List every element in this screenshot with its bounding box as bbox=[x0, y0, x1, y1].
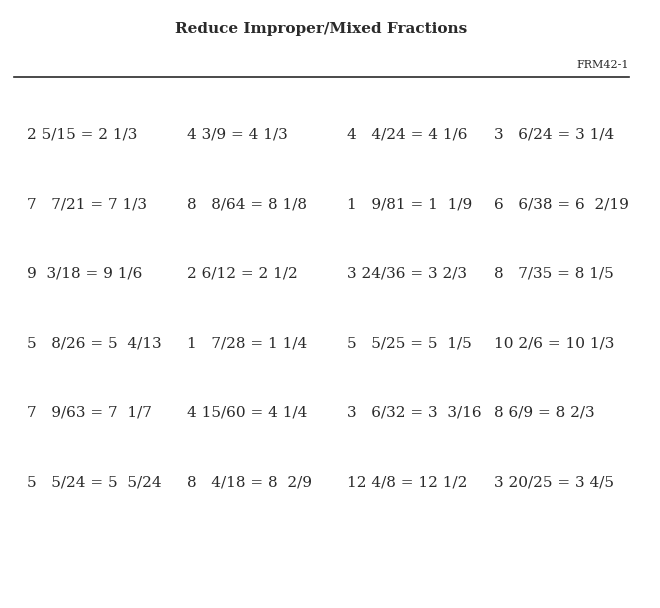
Text: 3   6/32 = 3  3/16: 3 6/32 = 3 3/16 bbox=[347, 406, 482, 420]
Text: 12 4/8 = 12 1/2: 12 4/8 = 12 1/2 bbox=[347, 475, 467, 489]
Text: 2 5/15 = 2 1/3: 2 5/15 = 2 1/3 bbox=[27, 128, 137, 142]
Text: 8 6/9 = 8 2/3: 8 6/9 = 8 2/3 bbox=[494, 406, 595, 420]
Text: 5   5/24 = 5  5/24: 5 5/24 = 5 5/24 bbox=[27, 475, 162, 489]
Text: 4 3/9 = 4 1/3: 4 3/9 = 4 1/3 bbox=[187, 128, 288, 142]
Text: 8   8/64 = 8 1/8: 8 8/64 = 8 1/8 bbox=[187, 197, 307, 211]
Text: 8   4/18 = 8  2/9: 8 4/18 = 8 2/9 bbox=[187, 475, 312, 489]
Text: 4   4/24 = 4 1/6: 4 4/24 = 4 1/6 bbox=[347, 128, 467, 142]
Text: 2 6/12 = 2 1/2: 2 6/12 = 2 1/2 bbox=[187, 267, 298, 281]
Text: 1   9/81 = 1  1/9: 1 9/81 = 1 1/9 bbox=[347, 197, 473, 211]
Text: 5   8/26 = 5  4/13: 5 8/26 = 5 4/13 bbox=[27, 336, 162, 350]
Text: Reduce Improper/Mixed Fractions: Reduce Improper/Mixed Fractions bbox=[176, 22, 467, 36]
Text: 3 20/25 = 3 4/5: 3 20/25 = 3 4/5 bbox=[494, 475, 614, 489]
Text: 3 24/36 = 3 2/3: 3 24/36 = 3 2/3 bbox=[347, 267, 467, 281]
Text: 3   6/24 = 3 1/4: 3 6/24 = 3 1/4 bbox=[494, 128, 614, 142]
Text: 10 2/6 = 10 1/3: 10 2/6 = 10 1/3 bbox=[494, 336, 614, 350]
Text: 4 15/60 = 4 1/4: 4 15/60 = 4 1/4 bbox=[187, 406, 308, 420]
Text: 9  3/18 = 9 1/6: 9 3/18 = 9 1/6 bbox=[27, 267, 143, 281]
Text: 6   6/38 = 6  2/19: 6 6/38 = 6 2/19 bbox=[494, 197, 629, 211]
Text: 8   7/35 = 8 1/5: 8 7/35 = 8 1/5 bbox=[494, 267, 614, 281]
Text: FRM42-1: FRM42-1 bbox=[576, 60, 628, 70]
Text: 7   7/21 = 7 1/3: 7 7/21 = 7 1/3 bbox=[27, 197, 147, 211]
Text: 7   9/63 = 7  1/7: 7 9/63 = 7 1/7 bbox=[27, 406, 152, 420]
Text: 5   5/25 = 5  1/5: 5 5/25 = 5 1/5 bbox=[347, 336, 472, 350]
Text: 1   7/28 = 1 1/4: 1 7/28 = 1 1/4 bbox=[187, 336, 308, 350]
